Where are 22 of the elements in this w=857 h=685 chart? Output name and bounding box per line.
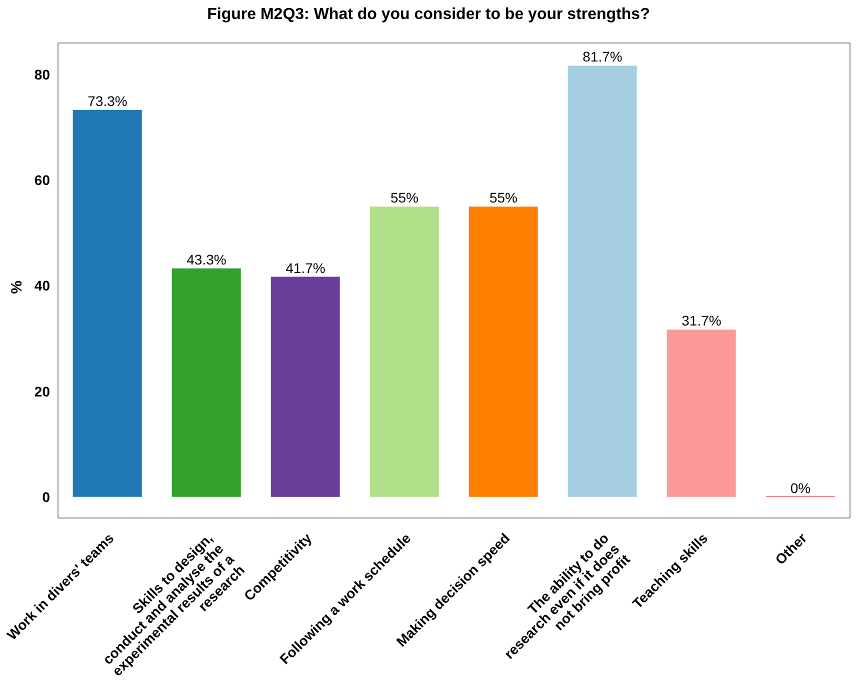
y-tick-label: 60 — [34, 172, 50, 188]
data-label: 31.7% — [682, 312, 722, 329]
chart-title: Figure M2Q3: What do you consider to be your strengths? — [206, 6, 651, 24]
data-label: 43.3% — [186, 251, 226, 268]
bar — [468, 206, 538, 497]
bar — [666, 330, 736, 497]
y-tick-label: 40 — [34, 278, 50, 294]
data-label: 55% — [390, 190, 419, 206]
data-label: 73.3% — [88, 93, 128, 110]
bar — [270, 276, 340, 497]
bar — [370, 206, 439, 497]
y-tick-label: 80 — [34, 66, 50, 83]
bar — [568, 66, 637, 497]
bar — [172, 268, 241, 497]
data-label: 55% — [489, 190, 518, 206]
y-axis-title: % — [8, 280, 26, 294]
data-label: 0% — [790, 480, 811, 496]
data-label: 81.7% — [582, 48, 622, 65]
y-tick-label: 20 — [34, 383, 50, 400]
data-label: 41.7% — [286, 260, 326, 276]
bar — [72, 110, 142, 497]
y-tick-label: 0 — [42, 488, 50, 505]
